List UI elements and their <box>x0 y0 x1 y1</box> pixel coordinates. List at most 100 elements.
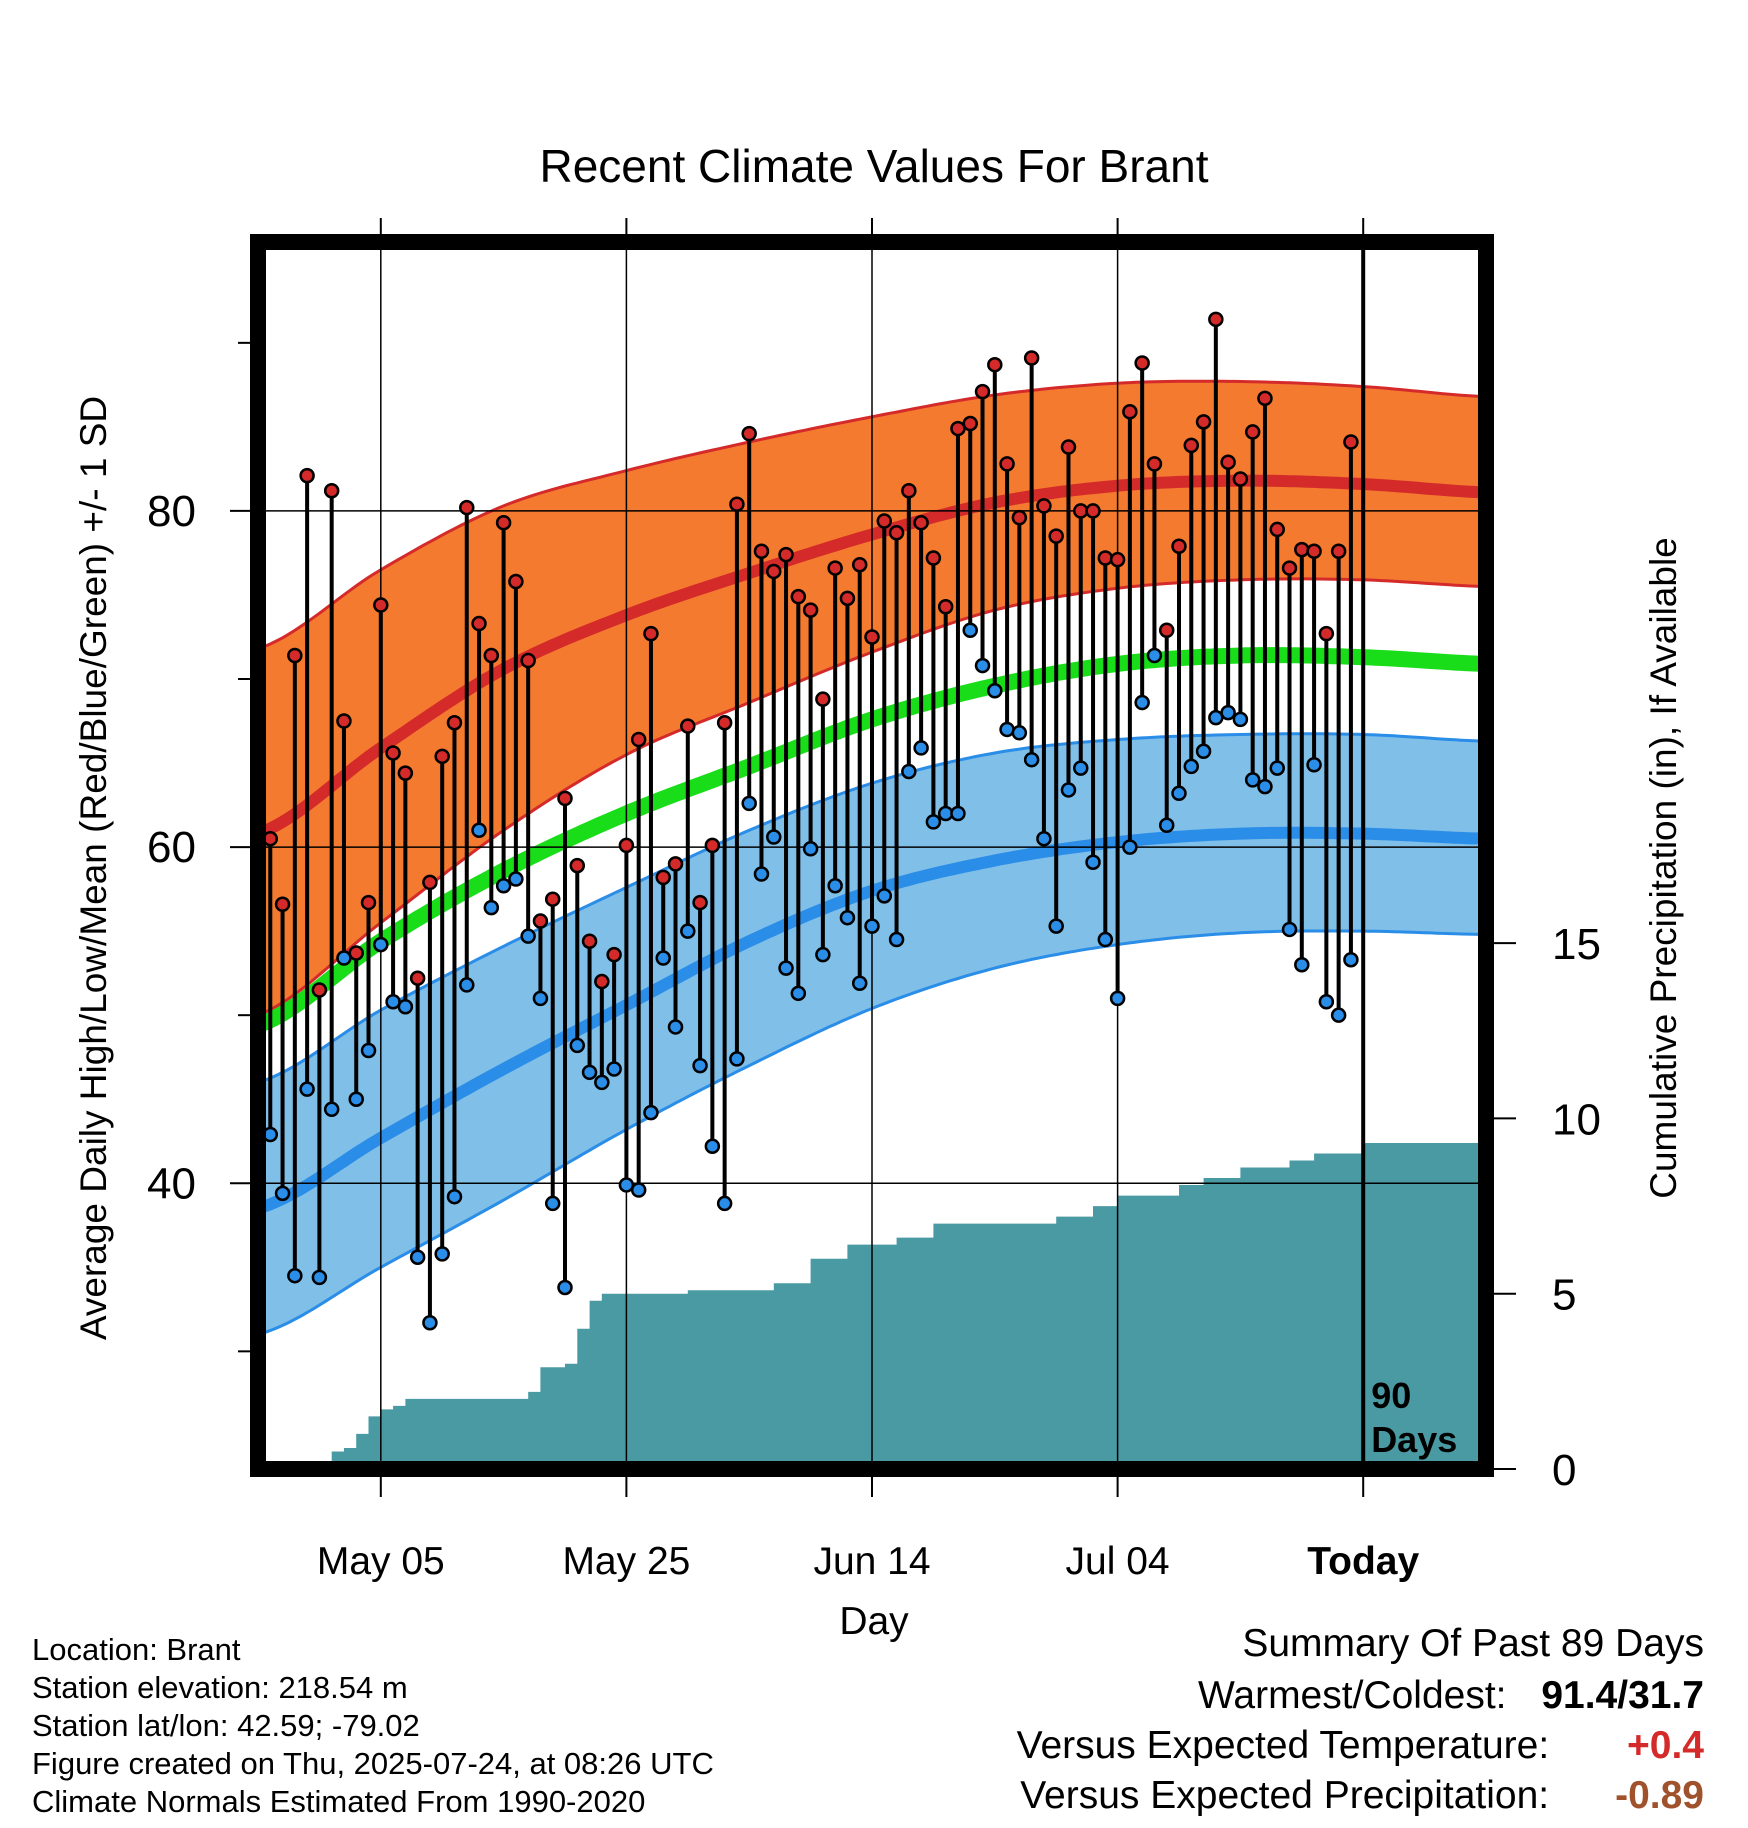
high-point-50 <box>864 629 880 645</box>
high-point-87 <box>1318 625 1335 642</box>
warm-cold-row: Warmest/Coldest: 91.4/31.7 <box>1198 1674 1704 1718</box>
low-point-31 <box>630 1182 647 1198</box>
high-point-45 <box>802 602 819 618</box>
high-point-42 <box>766 563 782 580</box>
low-point-29 <box>606 1061 622 1077</box>
summary-title-text: Summary Of Past 89 Days <box>1242 1622 1704 1665</box>
low-point-77 <box>1195 743 1212 760</box>
low-point-66 <box>1060 782 1077 798</box>
high-point-76 <box>1183 437 1200 454</box>
high-point-14 <box>422 874 438 891</box>
low-point-37 <box>704 1138 721 1155</box>
high-point-18 <box>471 615 487 632</box>
high-point-66 <box>1060 439 1077 455</box>
low-point-52 <box>888 931 905 948</box>
high-point-86 <box>1306 543 1322 560</box>
low-point-38 <box>716 1195 733 1212</box>
x-tick-label-2: Jun 14 <box>813 1540 930 1583</box>
high-point-84 <box>1281 560 1298 576</box>
low-point-39 <box>729 1051 745 1067</box>
high-point-58 <box>962 415 978 432</box>
low-point-59 <box>974 657 991 674</box>
low-point-85 <box>1294 957 1310 973</box>
high-point-3 <box>287 647 303 664</box>
high-point-16 <box>446 714 463 731</box>
latlon-text: Station lat/lon: 42.59; -79.02 <box>32 1708 420 1743</box>
high-point-7 <box>336 713 352 729</box>
high-point-54 <box>913 514 929 531</box>
high-point-53 <box>901 483 917 499</box>
high-point-10 <box>373 597 389 613</box>
low-point-83 <box>1269 760 1285 776</box>
low-point-60 <box>987 683 1003 699</box>
high-point-28 <box>594 973 610 990</box>
low-point-2 <box>274 1185 291 1202</box>
low-point-49 <box>851 975 868 991</box>
low-point-12 <box>397 999 414 1015</box>
low-point-72 <box>1134 694 1150 711</box>
high-point-25 <box>557 790 573 807</box>
high-point-36 <box>692 894 708 911</box>
low-point-50 <box>864 918 880 934</box>
high-point-38 <box>716 714 733 731</box>
low-point-26 <box>569 1037 586 1054</box>
low-point-35 <box>680 923 696 939</box>
low-point-6 <box>323 1101 340 1118</box>
high-point-49 <box>851 556 868 573</box>
precip-value: -0.89 <box>1615 1774 1704 1817</box>
low-point-15 <box>434 1246 450 1262</box>
low-point-44 <box>790 985 807 1002</box>
low-point-32 <box>643 1104 659 1121</box>
high-point-23 <box>532 913 549 929</box>
high-point-62 <box>1011 509 1028 526</box>
temp-value: +0.4 <box>1627 1724 1704 1767</box>
high-point-85 <box>1294 541 1310 558</box>
low-point-7 <box>336 950 352 966</box>
high-point-83 <box>1269 521 1285 538</box>
precip-label: Versus Expected Precipitation: <box>1020 1774 1550 1817</box>
low-point-82 <box>1257 778 1273 795</box>
low-point-3 <box>287 1267 303 1284</box>
high-point-12 <box>397 765 414 781</box>
high-point-5 <box>311 982 328 998</box>
low-point-28 <box>594 1074 610 1091</box>
low-point-67 <box>1073 760 1089 776</box>
summary-title: Summary Of Past 89 Days <box>1242 1622 1704 1666</box>
elevation-text: Station elevation: 218.54 m <box>32 1670 408 1705</box>
low-point-79 <box>1220 704 1236 721</box>
low-point-10 <box>373 936 389 953</box>
x-tick-label-1: May 25 <box>562 1540 690 1583</box>
high-point-6 <box>323 483 340 499</box>
low-point-20 <box>495 878 512 894</box>
low-point-76 <box>1183 758 1200 775</box>
high-point-39 <box>729 496 745 512</box>
high-point-72 <box>1134 355 1150 371</box>
high-point-44 <box>790 588 807 605</box>
station-info: Location: Brant Station elevation: 218.5… <box>32 1631 714 1821</box>
y2-tick-label-0: 0 <box>1552 1446 1576 1495</box>
low-point-54 <box>913 740 929 756</box>
low-point-87 <box>1318 993 1335 1010</box>
high-point-61 <box>999 456 1015 472</box>
low-point-5 <box>311 1269 328 1286</box>
low-point-57 <box>950 805 966 822</box>
high-point-41 <box>753 543 770 560</box>
low-point-24 <box>544 1195 561 1212</box>
low-point-84 <box>1281 921 1298 938</box>
x-tick-label-4: Today <box>1307 1540 1419 1583</box>
y2-tick-label-3: 15 <box>1552 920 1601 969</box>
low-point-68 <box>1085 854 1101 870</box>
high-point-32 <box>643 625 659 642</box>
high-point-59 <box>974 383 991 400</box>
high-point-2 <box>274 896 291 912</box>
high-point-64 <box>1036 498 1052 514</box>
high-point-63 <box>1023 350 1040 366</box>
warm-cold-value: 91.4/31.7 <box>1541 1674 1704 1717</box>
high-point-46 <box>815 691 831 707</box>
low-point-88 <box>1330 1007 1347 1023</box>
low-point-69 <box>1097 931 1114 948</box>
high-point-19 <box>483 647 500 664</box>
low-point-73 <box>1146 647 1163 664</box>
high-point-26 <box>569 857 586 874</box>
